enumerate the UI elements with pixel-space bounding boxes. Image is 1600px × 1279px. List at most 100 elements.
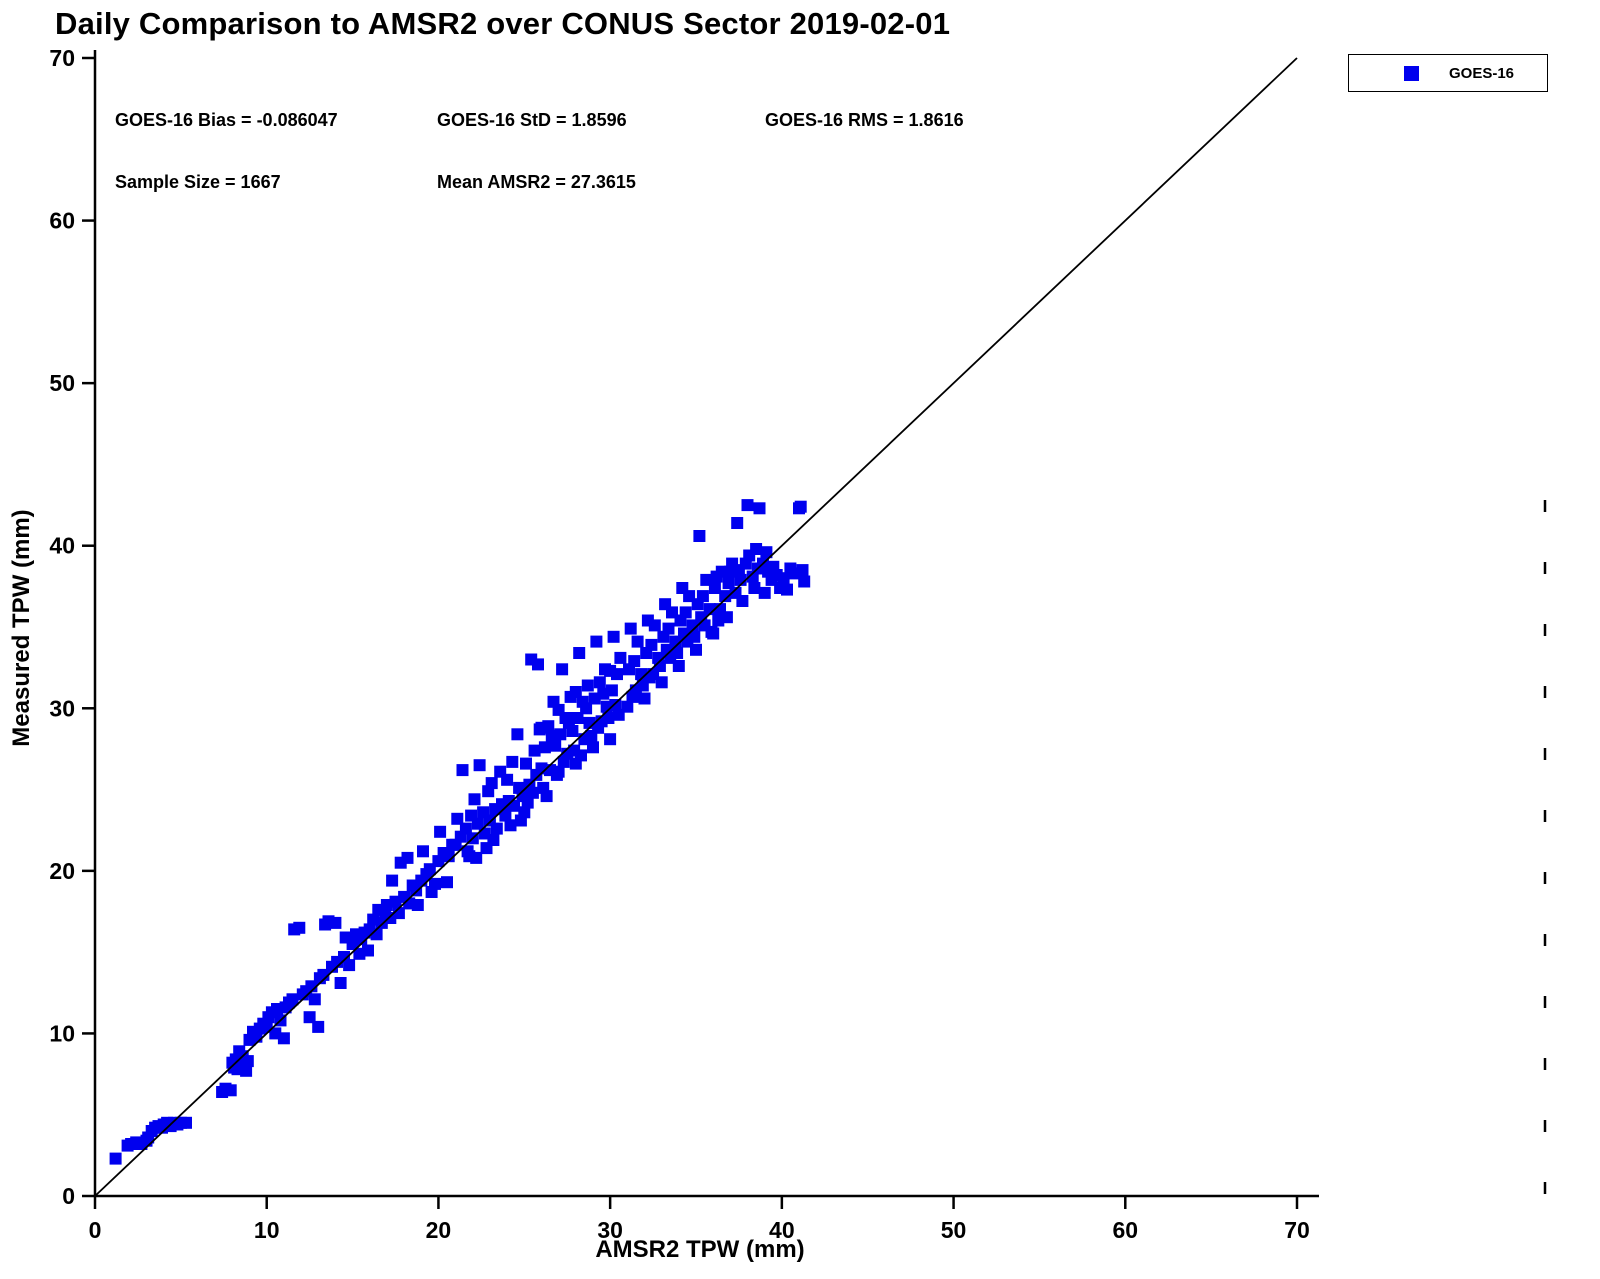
scatter-point [293,921,306,934]
scatter-point [732,564,745,577]
scatter-point [556,663,569,676]
x-tick-label: 10 [254,1217,280,1243]
scatter-point [471,817,484,830]
scatter-point [451,812,464,825]
y-axis-ticks: 0 10 20 30 40 50 60 70 [49,45,95,1209]
stat-bias: GOES-16 Bias = -0.086047 [115,110,338,130]
scatter-point [679,606,692,619]
scatter-point [602,712,615,724]
legend-label: GOES-16 [1449,64,1515,82]
scatter-point [233,1045,246,1058]
scatter-point [286,993,299,1006]
x-tick-label: 30 [597,1217,623,1243]
scatter-point [741,499,754,512]
scatter-point [575,749,587,762]
scatter-point [277,1032,290,1045]
scatter-point [434,825,447,838]
axes [93,50,1319,1198]
y-tick-label: 30 [49,695,75,721]
scatter-point [624,622,637,635]
x-tick-label: 20 [426,1217,452,1243]
scatter-point [308,993,321,1006]
stat-rms: GOES-16 RMS = 1.8616 [765,110,964,130]
scatter-point [180,1116,192,1129]
scatter-point [499,809,512,822]
scatter-point [417,845,429,858]
scatter-point [545,729,558,742]
scatter-point [590,635,603,648]
scatter-point [514,814,527,827]
scatter-point [362,944,374,957]
identity-line [94,57,1298,1197]
scatter-point [609,699,622,711]
scatter-point [731,517,744,529]
scatter-point [526,786,539,799]
y-tick-label: 40 [49,533,75,559]
scatter-point [671,647,684,659]
scatter-point [690,643,702,656]
scatter-point [621,700,634,713]
scatter-point [597,687,610,700]
scatter-point [587,741,599,754]
scatter-point [648,619,661,632]
scatter-point [760,546,773,559]
scatter-point [655,676,668,689]
scatter-point [614,651,627,664]
y-tick-label: 60 [49,208,75,234]
scatter-point [470,851,483,864]
scatter-point [506,755,519,768]
scatter-point [240,1064,253,1077]
scatter-point [550,768,563,781]
scatter-point [473,759,486,772]
scatter-point [607,630,620,643]
scatter-point [329,916,342,929]
scatter-point [750,543,763,555]
scatter-point [562,716,575,729]
scatter-point [708,582,721,594]
stat-std: GOES-16 StD = 1.8596 [437,110,627,130]
scatter-point [604,733,617,746]
scatter-point [638,692,651,705]
scatter-point [580,702,593,715]
scatter-point [688,630,701,643]
x-tick-label: 70 [1284,1217,1310,1243]
scatter-point [696,590,709,603]
scatter-point [643,671,656,684]
scatter-point [411,899,424,911]
scatter-point [748,582,761,594]
scatter-point [501,773,514,786]
scatter-point [540,790,553,803]
scatter-point [712,614,725,627]
x-axis-ticks: 0 10 20 30 40 50 60 70 [89,1196,1310,1243]
scatter-point [224,1084,237,1097]
scatter-point [468,793,481,806]
x-tick-label: 60 [1112,1217,1138,1243]
scatter-point [241,1055,254,1068]
scatter-point [693,530,706,542]
scatter-point [604,664,617,677]
x-tick-label: 40 [769,1217,795,1243]
scatter-point [386,874,399,887]
stat-sample-size: Sample Size = 1667 [115,172,281,192]
scatter-point [520,757,532,770]
scatter-series-goes16 [109,499,811,1165]
scatter-point [549,739,562,752]
scatter-point [532,658,544,671]
scatter-point [485,777,498,790]
scatter-point [672,660,685,672]
legend-marker-square-icon [1404,65,1419,81]
scatter-point [228,1061,241,1074]
x-tick-label: 0 [89,1217,102,1243]
scatter-point [573,647,586,659]
scatter-point [459,822,472,835]
scatter-point [557,755,570,768]
scatter-point [592,721,605,734]
scatter-point [552,703,565,716]
scatter-point [490,822,503,835]
x-tick-label: 50 [941,1217,967,1243]
scatter-point [794,500,807,513]
scatter-point [758,586,771,599]
scatter-point [401,851,414,864]
y-tick-label: 10 [49,1020,75,1046]
